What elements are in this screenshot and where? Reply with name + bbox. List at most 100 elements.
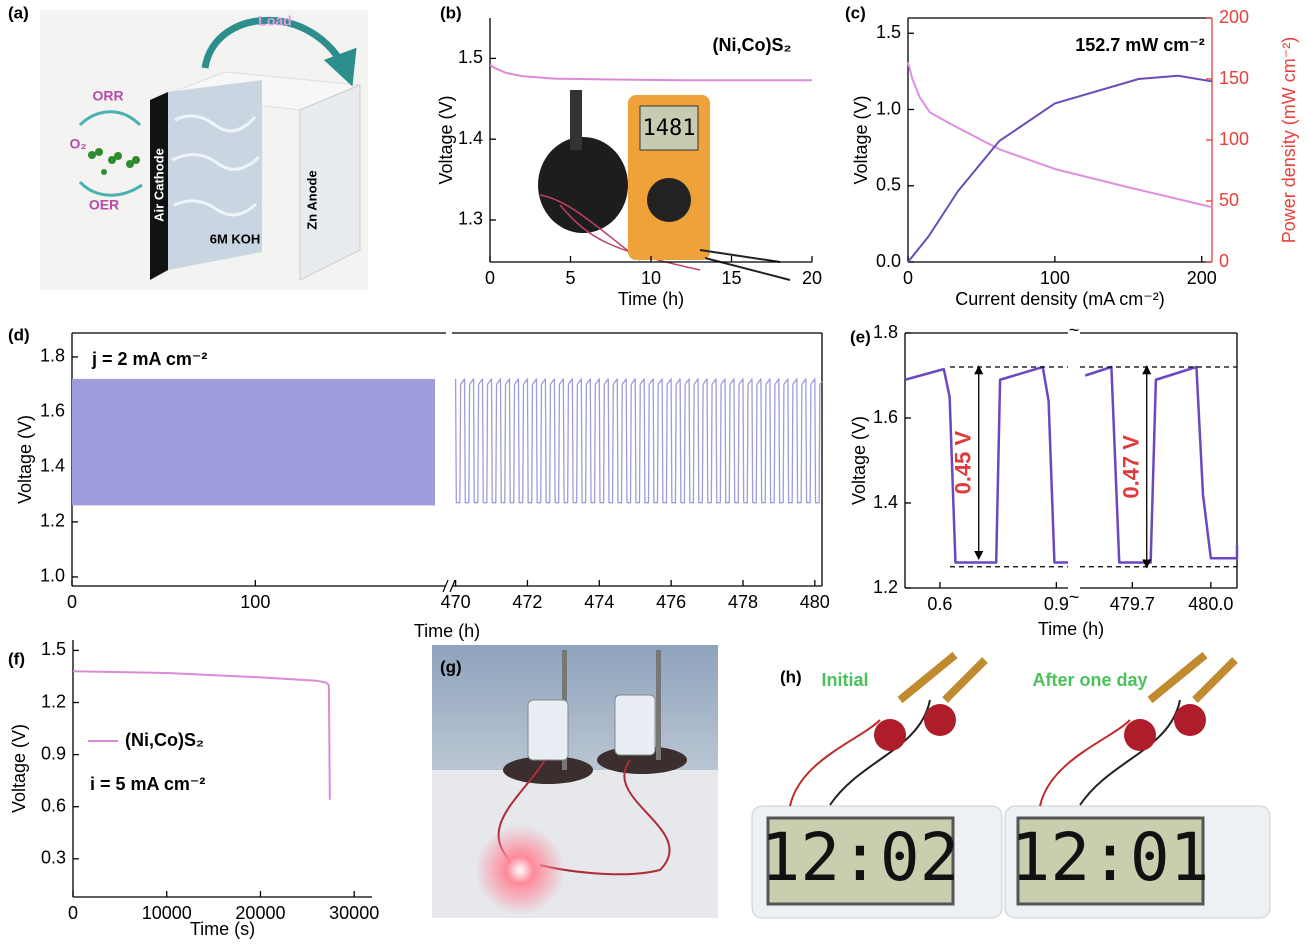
line [908,76,1212,262]
panel-label: (e) [850,327,871,346]
y-tick-label: 1.2 [873,577,898,597]
caption: Initial [821,670,868,690]
x-tick-label: 0 [67,592,77,612]
y-axis-label: Voltage (V) [436,95,456,184]
x-tick-label: 15 [721,268,741,288]
anode-label: Zn Anode [304,170,319,229]
y-tick-label: 0.5 [876,175,901,195]
oer-label: OER [89,197,119,213]
y-tick-label: 1.6 [873,407,898,427]
y-tick-label: 100 [1219,129,1249,149]
legend-label: (Ni,Co)S₂ [125,730,204,750]
load-label: Load [258,13,291,29]
multimeter-reading: 1481 [643,116,696,141]
x-tick-label: 476 [656,592,686,612]
x-tick-label: 0 [903,268,913,288]
x-tick-label: 0.6 [927,594,952,614]
orr-label: ORR [92,88,123,104]
annotation: i = 5 mA cm⁻² [90,774,205,794]
break-mark: ~ [1069,587,1080,607]
x-tick-label: 470 [441,592,471,612]
panel-a: (a) Load ORR O₂ OER Air Cathode 6M KOH Z… [8,3,368,290]
y-tick-label: 1.5 [458,47,483,67]
x-tick-label: 472 [512,592,542,612]
x-tick-label: 0.9 [1044,594,1069,614]
x-tick-label: 100 [1040,268,1070,288]
y-tick-label: 0.9 [41,743,66,763]
y-tick-label: 1.4 [458,128,483,148]
table [432,770,718,918]
y-tick-label: 1.0 [876,98,901,118]
y-tick-label: 1.0 [40,566,65,586]
inset-photo: 1481 [538,90,790,280]
panel-label: (a) [8,3,29,22]
clamp [570,90,582,150]
x-tick-label: 10 [641,268,661,288]
y-tick-label: 1.5 [41,639,66,659]
line [905,367,1068,563]
y-tick-label: 1.2 [41,691,66,711]
panel-label: (h) [780,667,802,686]
panel-label: (f) [8,649,25,668]
line [456,379,822,503]
x-tick-label: 474 [584,592,614,612]
cell-photo [538,137,628,233]
y2-axis-label: Power density (mW cm⁻²) [1279,37,1299,244]
y-axis-label: Voltage (V) [9,724,29,813]
y-tick-label: 1.6 [40,401,65,421]
cathode-label: Air Cathode [151,148,166,222]
y-tick-label: 1.8 [40,346,65,366]
x-axis-label: Time (h) [618,289,684,309]
clock: 12:02 [752,655,1002,918]
o2-label: O₂ [69,136,86,152]
cell [615,695,655,755]
line [1085,367,1237,563]
led-glow [475,825,565,915]
x-tick-label: 480 [800,592,830,612]
x-axis-label: Current density (mA cm⁻²) [955,289,1165,309]
x-tick-label: 10000 [142,903,192,923]
y-tick-label: 1.4 [40,456,65,476]
y-tick-label: 0.0 [876,251,901,271]
y-tick-label: 1.8 [873,322,898,342]
panel-g: (g) [432,645,718,918]
x-tick-label: 20000 [235,903,285,923]
probes [700,250,790,280]
line [490,65,812,80]
stand-rod [656,650,661,760]
y-tick-label: 0.3 [41,848,66,868]
x-tick-label: 480.0 [1188,594,1233,614]
x-tick-label: 100 [240,592,270,612]
y-axis-label: Voltage (V) [15,415,35,504]
clock-display: 12:02 [761,819,960,896]
x-tick-label: 20 [802,268,822,288]
gap-label: 0.47 V [1119,435,1144,499]
panel-label: (d) [8,325,30,344]
x-tick-label: 0 [485,268,495,288]
annotation: 152.7 mW cm⁻² [1075,35,1205,55]
dial [647,178,691,222]
y-tick-label: 0.6 [41,795,66,815]
panel-label: (g) [440,657,462,676]
break-mark: ~ [1069,320,1080,340]
y-tick-label: 1.3 [458,209,483,229]
y-axis-label: Voltage (V) [849,416,869,505]
x-tick-label: 0 [68,903,78,923]
clock-display: 12:01 [1011,819,1210,896]
annotation: (Ni,Co)S₂ [713,35,792,55]
x-tick-label: 479.7 [1110,594,1155,614]
y-tick-label: 50 [1219,190,1239,210]
cell [528,700,568,760]
x-axis-label: Time (h) [414,621,480,641]
figure: (a) Load ORR O₂ OER Air Cathode 6M KOH Z… [0,0,1309,946]
y-tick-label: 200 [1219,7,1249,27]
annotation: j = 2 mA cm⁻² [91,349,207,369]
y-tick-label: 1.5 [876,22,901,42]
x-tick-label: 478 [728,592,758,612]
line [908,62,1212,207]
caption: After one day [1032,670,1147,690]
y-tick-label: 0 [1219,251,1229,271]
y-tick-label: 1.4 [873,492,898,512]
x-tick-label: 200 [1187,268,1217,288]
y-tick-label: 150 [1219,68,1249,88]
